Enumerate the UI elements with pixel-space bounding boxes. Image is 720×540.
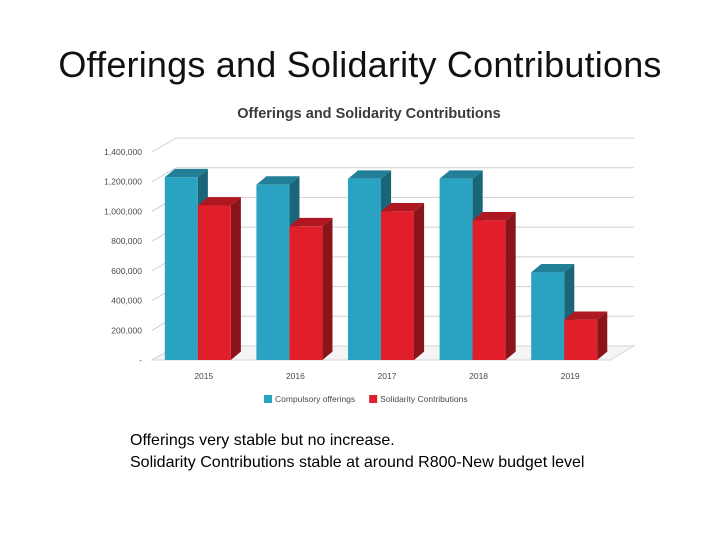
slide-title: Offerings and Solidarity Contributions <box>58 44 662 85</box>
bar-top <box>197 197 241 206</box>
chart-title: Offerings and Solidarity Contributions <box>237 106 500 122</box>
x-tick-label: 2019 <box>561 371 580 381</box>
bar-compulsory-2017 <box>348 178 381 360</box>
gridline <box>151 167 634 183</box>
bar-top <box>564 311 608 320</box>
bar-solidarity-2015 <box>197 205 231 360</box>
x-tick-label: 2016 <box>286 371 305 381</box>
y-tick-label: 800,000 <box>111 236 142 246</box>
y-tick-label: 200,000 <box>111 325 142 335</box>
bar-compulsory-2019 <box>531 272 565 360</box>
bar-side <box>322 217 333 360</box>
bar-top <box>381 203 425 212</box>
y-tick-label: - <box>139 355 142 365</box>
bar-compulsory-2018 <box>439 178 473 360</box>
note-line-2: Solidarity Contributions stable at aroun… <box>130 454 585 471</box>
y-axis-ticks: - 200,000 400,000 600,000 800,000 1,000,000 1,… <box>104 147 142 365</box>
bar-solidarity-2018 <box>472 220 506 360</box>
y-tick-label: 1,000,000 <box>104 206 142 216</box>
bar-compulsory-2015 <box>164 177 198 360</box>
legend-label: Solidarity Contributions <box>380 394 467 404</box>
bar-side <box>414 203 425 360</box>
bar-top <box>439 170 483 179</box>
x-tick-label: 2018 <box>469 371 488 381</box>
gridline <box>151 137 634 153</box>
bar-top <box>472 211 516 221</box>
x-axis-ticks: 2015 2016 2017 2018 2019 <box>194 371 580 381</box>
y-tick-label: 400,000 <box>111 296 142 306</box>
y-tick-label: 1,200,000 <box>104 177 142 187</box>
y-tick-label: 1,400,000 <box>104 147 142 157</box>
legend-swatch <box>369 395 378 403</box>
bar-top <box>289 217 333 227</box>
chart-legend: Compulsory offerings Solidarity Contribut… <box>264 394 468 404</box>
bar-top <box>531 263 575 273</box>
bar-chart: Offerings and Solidarity Contributions -… <box>104 106 636 404</box>
bar-top <box>164 168 208 178</box>
legend-label: Compulsory offerings <box>275 394 355 404</box>
bar-side <box>597 311 608 360</box>
x-tick-label: 2015 <box>194 371 213 381</box>
x-tick-label: 2017 <box>378 371 397 381</box>
slide-notes: Offerings very stable but no increase. S… <box>130 430 584 474</box>
bar-compulsory-2016 <box>256 184 290 360</box>
chart-bars <box>164 168 608 360</box>
note-line-1: Offerings very stable but no increase. <box>130 432 395 449</box>
bar-solidarity-2017 <box>381 211 414 360</box>
bar-solidarity-2019 <box>564 319 598 360</box>
bar-top <box>256 176 300 185</box>
legend-swatch <box>264 395 272 403</box>
bar-side <box>230 197 241 360</box>
bar-side <box>505 211 516 360</box>
bar-top <box>348 170 392 179</box>
bar-solidarity-2016 <box>289 226 323 360</box>
y-tick-label: 600,000 <box>111 266 142 276</box>
